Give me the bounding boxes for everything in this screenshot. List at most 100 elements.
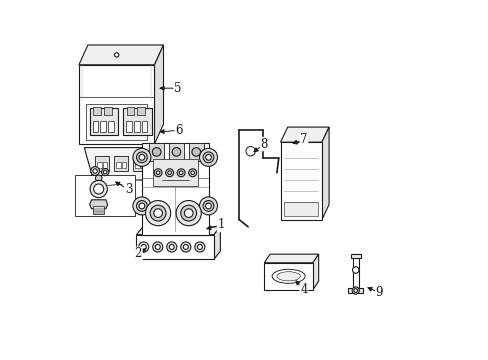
Circle shape (179, 171, 183, 175)
Bar (133, 156, 146, 171)
Bar (137, 107, 145, 115)
Polygon shape (264, 254, 318, 263)
Circle shape (114, 53, 119, 57)
Circle shape (153, 209, 162, 217)
Circle shape (205, 154, 211, 160)
Bar (142, 121, 147, 132)
Circle shape (93, 169, 97, 173)
Text: 2: 2 (134, 247, 142, 260)
Circle shape (103, 170, 107, 174)
Circle shape (199, 197, 217, 215)
Bar (86, 104, 147, 140)
Circle shape (352, 267, 358, 273)
Circle shape (133, 197, 151, 215)
Bar (141, 162, 145, 168)
Bar (108, 121, 114, 132)
Polygon shape (350, 254, 360, 258)
Circle shape (91, 167, 99, 175)
Polygon shape (321, 127, 328, 220)
Polygon shape (89, 200, 107, 209)
Bar (284, 202, 318, 216)
Bar (168, 143, 183, 161)
Bar (93, 206, 104, 214)
Bar (92, 121, 98, 132)
Circle shape (203, 152, 213, 163)
Circle shape (139, 154, 144, 160)
Text: 7: 7 (300, 133, 307, 146)
Circle shape (90, 180, 107, 198)
Circle shape (181, 242, 190, 252)
Circle shape (136, 152, 147, 163)
Circle shape (353, 289, 357, 292)
Text: 6: 6 (175, 124, 183, 137)
Polygon shape (154, 45, 163, 144)
Bar (126, 107, 134, 115)
Bar (152, 159, 197, 186)
Bar (101, 121, 106, 132)
Circle shape (177, 169, 185, 177)
Bar (104, 107, 112, 115)
Circle shape (176, 201, 201, 226)
Bar (135, 162, 140, 168)
Circle shape (199, 148, 217, 166)
Circle shape (133, 148, 151, 166)
Circle shape (155, 244, 160, 249)
Polygon shape (280, 127, 328, 142)
Ellipse shape (271, 269, 305, 283)
Bar (93, 107, 101, 115)
Circle shape (154, 169, 162, 177)
Polygon shape (213, 227, 220, 259)
Circle shape (141, 244, 146, 249)
Circle shape (167, 171, 171, 175)
Bar (97, 162, 102, 168)
Polygon shape (312, 254, 318, 290)
Bar (122, 162, 126, 168)
Circle shape (181, 205, 196, 221)
Text: 8: 8 (260, 138, 267, 150)
Circle shape (166, 242, 177, 252)
Circle shape (245, 147, 255, 156)
Circle shape (197, 244, 202, 249)
Polygon shape (347, 288, 363, 293)
Bar (134, 121, 139, 132)
Polygon shape (79, 45, 163, 65)
Bar (75, 175, 134, 216)
Circle shape (169, 244, 174, 249)
Bar (149, 143, 164, 161)
Bar (103, 162, 107, 168)
Bar (136, 235, 213, 259)
Circle shape (139, 203, 144, 209)
Circle shape (95, 175, 102, 181)
Bar (122, 108, 151, 135)
Circle shape (94, 184, 103, 194)
Bar (188, 143, 203, 161)
Bar (352, 254, 358, 290)
Circle shape (351, 287, 359, 294)
Circle shape (184, 209, 193, 217)
Bar (264, 263, 312, 290)
Ellipse shape (276, 272, 300, 281)
Circle shape (156, 171, 160, 175)
Circle shape (139, 242, 148, 252)
Bar (114, 156, 127, 171)
Bar (142, 143, 208, 235)
Circle shape (188, 169, 196, 177)
Circle shape (203, 201, 213, 211)
Text: 3: 3 (124, 183, 132, 196)
Circle shape (152, 148, 161, 156)
Bar (116, 162, 121, 168)
Circle shape (102, 168, 108, 176)
Circle shape (152, 242, 163, 252)
Polygon shape (136, 227, 220, 235)
Circle shape (145, 201, 170, 226)
Circle shape (183, 244, 188, 249)
Circle shape (192, 148, 200, 156)
Bar (125, 121, 131, 132)
Text: 9: 9 (375, 286, 383, 299)
Text: 1: 1 (217, 219, 224, 231)
Circle shape (136, 201, 147, 211)
Text: 5: 5 (174, 82, 181, 95)
Polygon shape (84, 148, 152, 180)
Bar (79, 65, 154, 144)
Circle shape (205, 203, 211, 209)
